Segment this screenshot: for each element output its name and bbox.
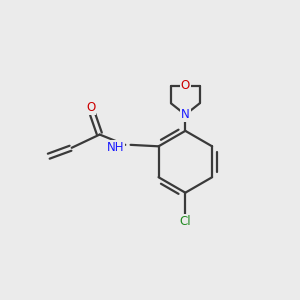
Text: O: O [181, 79, 190, 92]
Text: O: O [86, 101, 95, 114]
Text: NH: NH [106, 141, 124, 154]
Text: N: N [181, 108, 190, 121]
Text: Cl: Cl [179, 215, 191, 228]
